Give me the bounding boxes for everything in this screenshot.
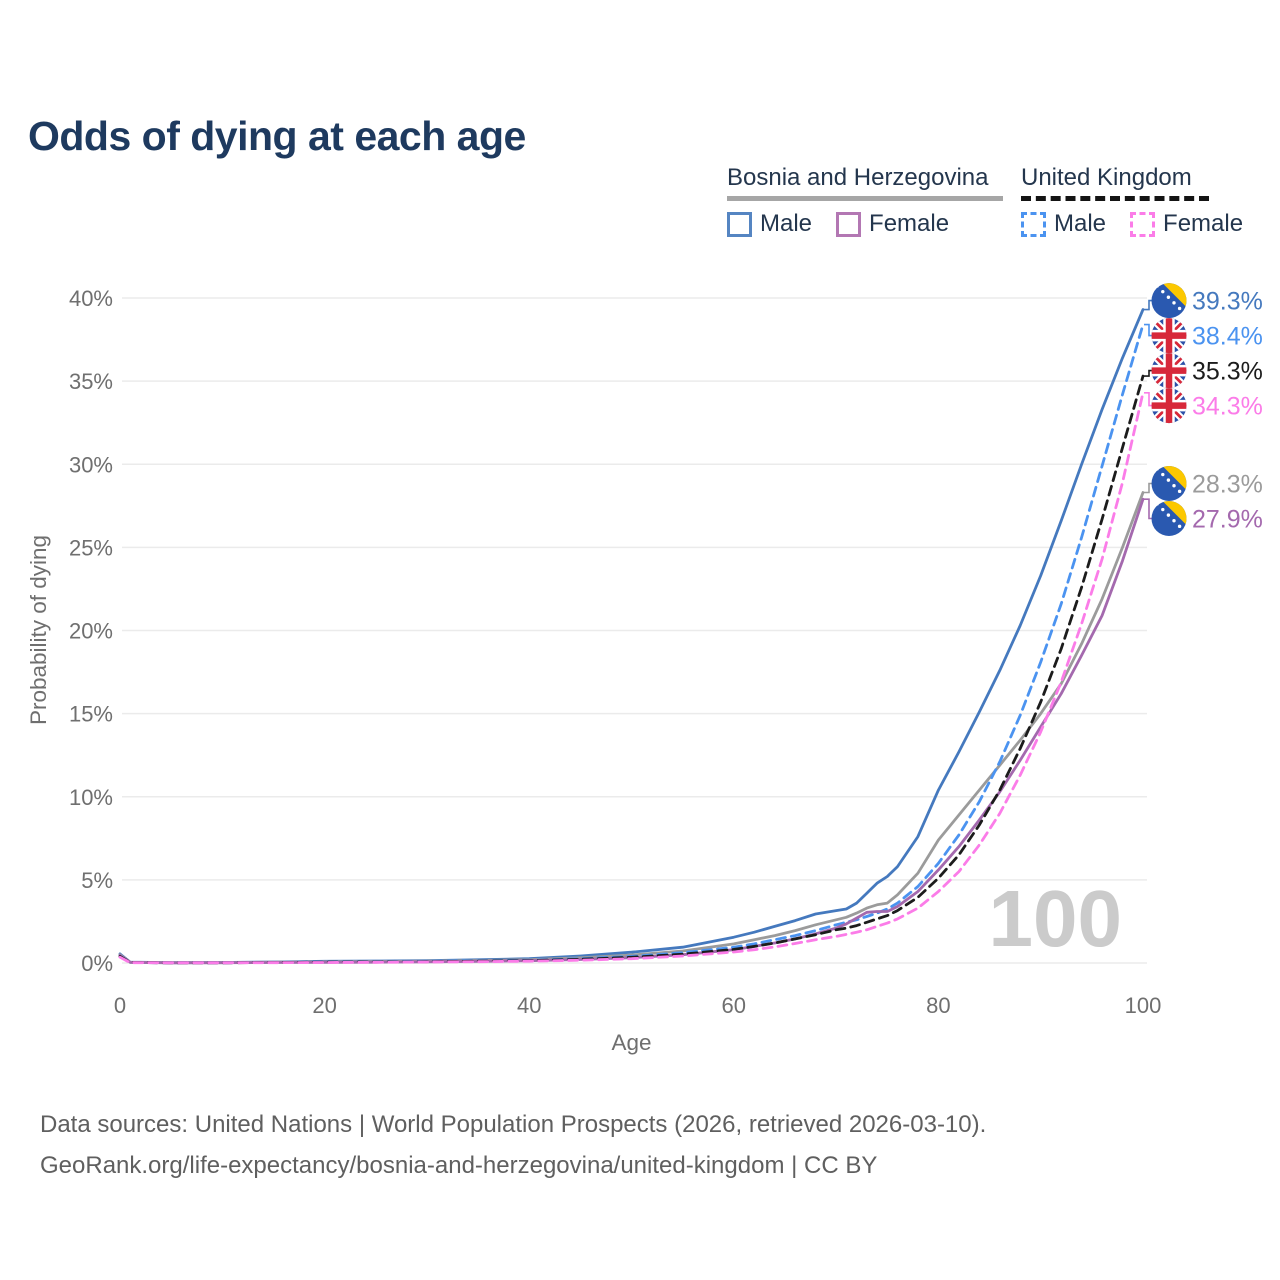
label-leader-line bbox=[1144, 299, 1152, 311]
y-tick-label: 30% bbox=[69, 452, 113, 477]
y-tick-label: 15% bbox=[69, 702, 113, 727]
end-value-uk-male: 38.4% bbox=[1192, 323, 1263, 351]
legend-item-uk-female[interactable]: Female bbox=[1130, 210, 1243, 238]
x-tick-label: 100 bbox=[1125, 993, 1162, 1018]
legend-label: Female bbox=[869, 210, 950, 237]
x-tick-label: 20 bbox=[312, 993, 336, 1018]
age-watermark: 100 bbox=[989, 874, 1122, 963]
label-leader-line bbox=[1144, 323, 1152, 337]
label-leader-line bbox=[1144, 482, 1152, 494]
bosnia-female-swatch-icon bbox=[836, 211, 862, 237]
chart-title: Odds of dying at each age bbox=[28, 113, 526, 160]
legend-group-uk: United Kingdom Male Female bbox=[1021, 163, 1243, 238]
legend-country-bosnia: Bosnia and Herzegovina bbox=[727, 164, 989, 191]
y-tick-label: 40% bbox=[69, 286, 113, 311]
footer: Data sources: United Nations | World Pop… bbox=[40, 1104, 986, 1186]
uk-flag-icon bbox=[1151, 318, 1187, 354]
y-tick-label: 10% bbox=[69, 785, 113, 810]
series-line-bih-male bbox=[118, 308, 1145, 965]
bosnia-flag-icon bbox=[1151, 501, 1187, 537]
legend-label: Female bbox=[1163, 210, 1244, 237]
x-tick-label: 40 bbox=[517, 993, 541, 1018]
end-value-uk-total: 35.3% bbox=[1192, 358, 1263, 386]
end-value-bih-female: 27.9% bbox=[1192, 506, 1263, 534]
y-tick-label: 35% bbox=[69, 369, 113, 394]
legend-item-bosnia-male[interactable]: Male bbox=[727, 210, 812, 238]
legend-label: Male bbox=[1054, 210, 1107, 237]
end-value-bih-total: 28.3% bbox=[1192, 471, 1263, 499]
uk-male-swatch-icon bbox=[1021, 211, 1046, 237]
legend-item-uk-male[interactable]: Male bbox=[1021, 210, 1106, 238]
bosnia-male-swatch-icon bbox=[727, 211, 752, 237]
x-axis-title: Age bbox=[611, 1030, 651, 1055]
end-value-uk-female: 34.3% bbox=[1192, 393, 1263, 421]
y-axis-title: Probability of dying bbox=[26, 535, 51, 725]
bosnia-flag-icon bbox=[1151, 283, 1187, 319]
series-line-uk-female bbox=[118, 391, 1145, 965]
bosnia-flag-icon bbox=[1151, 466, 1187, 502]
x-tick-label: 80 bbox=[926, 993, 950, 1018]
chart-legend: Bosnia and Herzegovina Male Female Unite… bbox=[0, 163, 1280, 243]
legend-country-uk: United Kingdom bbox=[1021, 164, 1192, 191]
label-leader-line bbox=[1144, 369, 1152, 377]
data-sources-text: Data sources: United Nations | World Pop… bbox=[40, 1111, 987, 1138]
uk-flag-icon bbox=[1151, 388, 1187, 424]
label-leader-line bbox=[1144, 498, 1152, 520]
y-tick-label: 0% bbox=[81, 951, 113, 976]
uk-line-style-sample bbox=[1021, 196, 1209, 201]
series-line-uk-male bbox=[118, 323, 1145, 965]
legend-item-bosnia-female[interactable]: Female bbox=[836, 210, 949, 238]
x-tick-label: 60 bbox=[722, 993, 746, 1018]
legend-group-bosnia: Bosnia and Herzegovina Male Female bbox=[727, 163, 1003, 238]
end-value-bih-male: 39.3% bbox=[1192, 288, 1263, 316]
label-leader-line bbox=[1144, 392, 1152, 407]
bosnia-line-style-sample bbox=[727, 196, 1003, 201]
x-tick-label: 0 bbox=[114, 993, 126, 1018]
source-url-text: GeoRank.org/life-expectancy/bosnia-and-h… bbox=[40, 1152, 878, 1179]
y-tick-label: 5% bbox=[81, 868, 113, 893]
uk-flag-icon bbox=[1151, 353, 1187, 389]
uk-female-swatch-icon bbox=[1130, 211, 1156, 237]
legend-label: Male bbox=[760, 210, 813, 237]
y-tick-label: 25% bbox=[69, 535, 113, 560]
y-tick-label: 20% bbox=[69, 619, 113, 644]
